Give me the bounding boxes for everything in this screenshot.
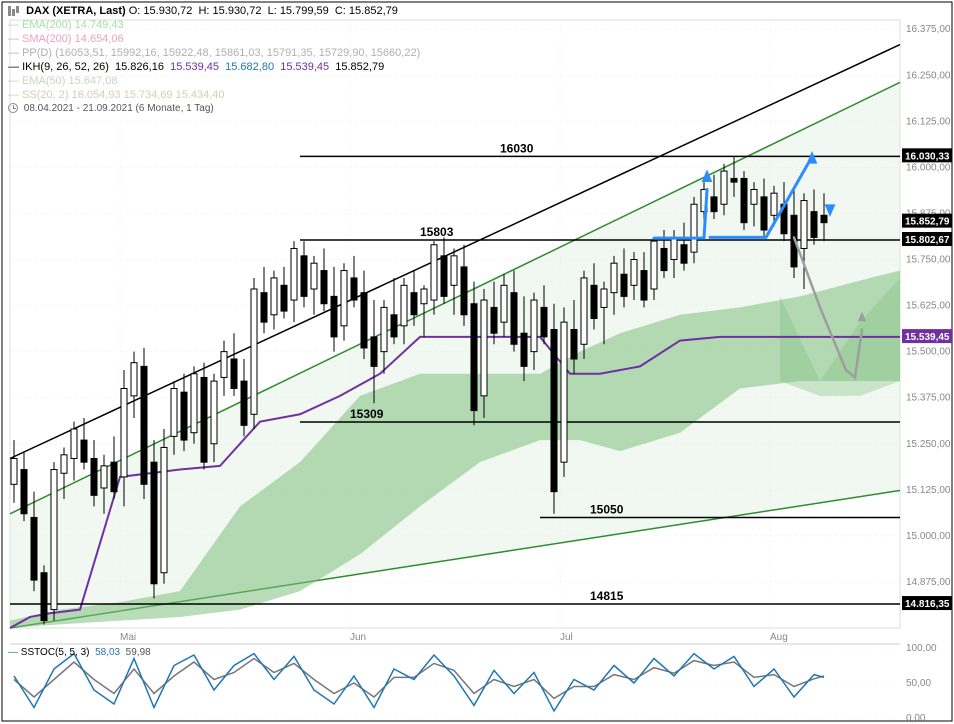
svg-text:14.816,35: 14.816,35 bbox=[905, 599, 950, 610]
svg-text:50,00: 50,00 bbox=[906, 678, 931, 689]
svg-text:16.250,00: 16.250,00 bbox=[906, 70, 951, 81]
svg-text:16.125,00: 16.125,00 bbox=[906, 116, 951, 127]
svg-text:15.802,67: 15.802,67 bbox=[905, 235, 950, 246]
svg-text:15.750,00: 15.750,00 bbox=[906, 255, 951, 266]
svg-text:Aug: Aug bbox=[770, 632, 788, 643]
svg-text:100,00: 100,00 bbox=[906, 643, 937, 654]
svg-text:15.250,00: 15.250,00 bbox=[906, 439, 951, 450]
svg-text:15.000,00: 15.000,00 bbox=[906, 531, 951, 542]
svg-text:15050: 15050 bbox=[590, 502, 624, 516]
svg-text:15.375,00: 15.375,00 bbox=[906, 393, 951, 404]
svg-text:14.875,00: 14.875,00 bbox=[906, 577, 951, 588]
chart-container: DAX (XETRA, Last) O: 15.930,72 H: 15.930… bbox=[0, 0, 954, 724]
svg-text:16.030,33: 16.030,33 bbox=[905, 151, 950, 162]
svg-text:16.375,00: 16.375,00 bbox=[906, 24, 951, 35]
svg-text:Jun: Jun bbox=[350, 632, 366, 643]
svg-text:0,00: 0,00 bbox=[906, 713, 926, 724]
svg-text:14815: 14815 bbox=[590, 589, 624, 603]
svg-text:15.852,79: 15.852,79 bbox=[905, 217, 950, 228]
svg-text:15.539,45: 15.539,45 bbox=[905, 332, 950, 343]
svg-text:16030: 16030 bbox=[500, 141, 534, 155]
svg-text:15803: 15803 bbox=[420, 225, 454, 239]
svg-text:15309: 15309 bbox=[350, 407, 384, 421]
indicator-sstoc: — SSTOC(5, 5, 3) 58,03 59,98 bbox=[8, 647, 151, 658]
svg-text:Jul: Jul bbox=[560, 632, 573, 643]
chart-svg: 14.816,35 14.875,00 15.000,00 15.125,00 15.2… bbox=[0, 0, 954, 724]
svg-text:15.125,00: 15.125,00 bbox=[906, 485, 951, 496]
svg-text:15.500,00: 15.500,00 bbox=[906, 347, 951, 358]
svg-text:15.625,00: 15.625,00 bbox=[906, 301, 951, 312]
svg-text:Mai: Mai bbox=[120, 632, 136, 643]
svg-text:16.000,00: 16.000,00 bbox=[906, 162, 951, 173]
